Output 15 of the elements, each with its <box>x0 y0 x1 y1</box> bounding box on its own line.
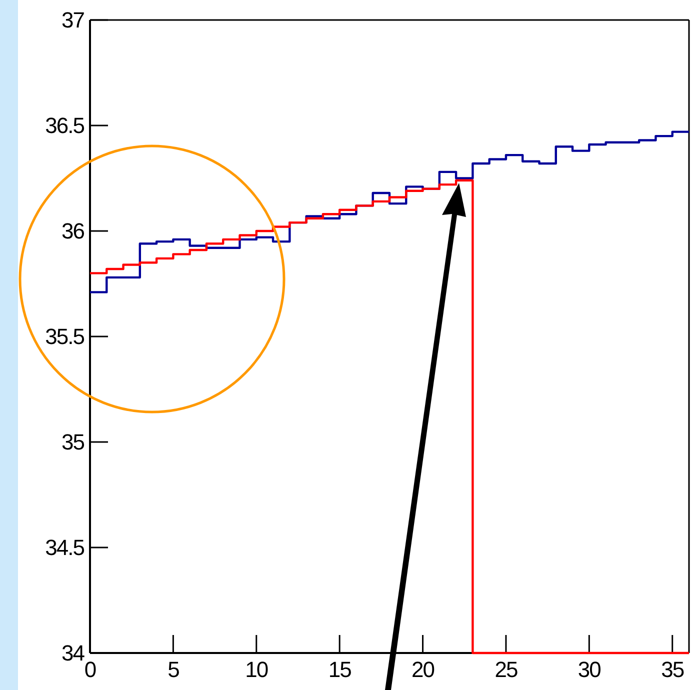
x-tick-label: 25 <box>494 657 518 682</box>
y-tick-label: 35.5 <box>45 324 85 349</box>
x-tick-label: 20 <box>412 657 435 682</box>
y-tick-label: 34 <box>62 640 85 666</box>
x-tick-label: 15 <box>328 657 352 682</box>
y-tick-label: 37 <box>62 8 85 32</box>
x-tick-label: 30 <box>578 657 602 682</box>
x-tick-label: 10 <box>245 657 268 682</box>
y-tick-label: 36.5 <box>45 113 85 138</box>
x-tick-label: 0 <box>84 657 96 682</box>
y-tick-label: 36 <box>62 218 85 244</box>
x-tick-label: 35 <box>661 657 684 682</box>
x-tick-label: 5 <box>168 657 180 682</box>
y-tick-label: 34.5 <box>45 535 85 560</box>
y-tick-label: 35 <box>62 430 85 454</box>
